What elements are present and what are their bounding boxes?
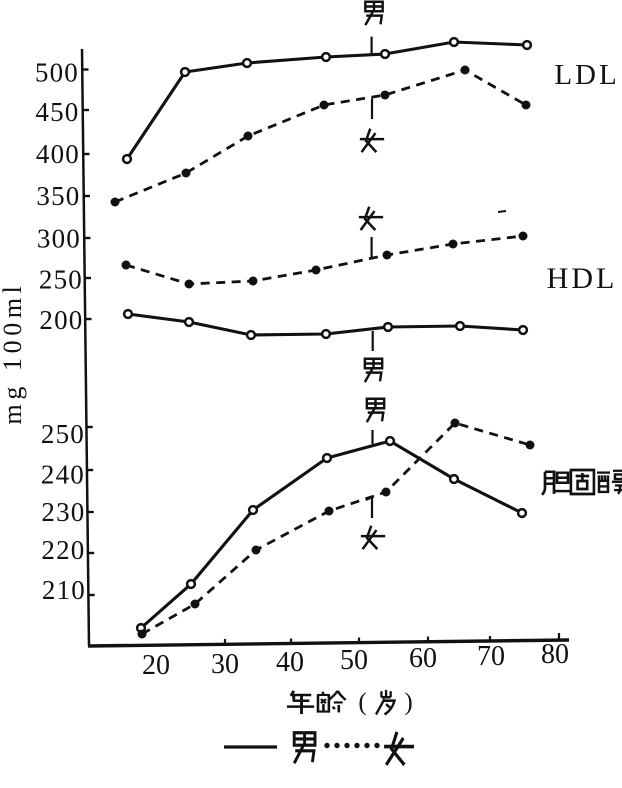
svg-text:220: 220 <box>41 535 85 565</box>
svg-text:40: 40 <box>276 647 304 678</box>
svg-text:(: ( <box>358 689 366 716</box>
svg-text:mg 100ml: mg 100ml <box>0 282 27 425</box>
svg-text:LDL: LDL <box>554 59 619 91</box>
svg-text:350: 350 <box>36 181 80 211</box>
svg-text:): ) <box>404 689 412 716</box>
svg-text:250: 250 <box>41 419 85 449</box>
svg-text:230: 230 <box>41 497 85 527</box>
svg-text:HDL: HDL <box>547 262 618 295</box>
svg-text:400: 400 <box>36 139 80 169</box>
svg-text:70: 70 <box>477 641 505 672</box>
svg-text:240: 240 <box>41 460 85 490</box>
svg-text:200: 200 <box>39 305 83 335</box>
svg-text:60: 60 <box>409 643 437 674</box>
svg-text:20: 20 <box>142 650 170 681</box>
svg-text:210: 210 <box>42 575 86 605</box>
svg-text:500: 500 <box>35 58 79 88</box>
svg-text:50: 50 <box>340 645 368 676</box>
svg-text:80: 80 <box>541 639 569 670</box>
svg-text:250: 250 <box>39 265 83 295</box>
svg-text:300: 300 <box>37 224 81 254</box>
svg-text:30: 30 <box>211 649 239 680</box>
svg-text:450: 450 <box>35 97 79 127</box>
